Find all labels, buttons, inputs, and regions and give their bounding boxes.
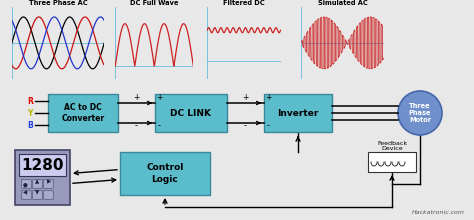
Text: ▲: ▲	[35, 180, 39, 185]
Text: +: +	[265, 93, 271, 102]
FancyBboxPatch shape	[33, 191, 42, 199]
Text: Inverter: Inverter	[277, 108, 319, 117]
Title: Simulated AC: Simulated AC	[318, 0, 367, 6]
Text: +: +	[133, 93, 140, 102]
FancyBboxPatch shape	[22, 180, 31, 188]
Text: Control
Logic: Control Logic	[146, 163, 184, 184]
Text: R: R	[27, 97, 33, 106]
FancyBboxPatch shape	[19, 154, 66, 176]
Text: DC LINK: DC LINK	[171, 108, 211, 117]
Circle shape	[398, 91, 442, 135]
Text: -: -	[266, 121, 270, 130]
Text: Hackatronic.com: Hackatronic.com	[412, 210, 465, 215]
Text: Feedback
Device: Feedback Device	[377, 141, 407, 151]
Title: Three Phase AC: Three Phase AC	[29, 0, 87, 6]
Text: 1280: 1280	[21, 158, 64, 172]
Text: ▶: ▶	[47, 180, 51, 185]
Text: -: -	[157, 121, 161, 130]
FancyBboxPatch shape	[22, 191, 31, 199]
Text: Three
Phase
Motor: Three Phase Motor	[409, 103, 431, 123]
Title: DC Full Wave: DC Full Wave	[130, 0, 179, 6]
Text: Y: Y	[27, 108, 33, 117]
FancyBboxPatch shape	[368, 152, 416, 172]
FancyBboxPatch shape	[48, 94, 118, 132]
Text: AC to DC
Converter: AC to DC Converter	[62, 103, 105, 123]
FancyBboxPatch shape	[15, 150, 70, 205]
Text: B: B	[27, 121, 33, 130]
FancyBboxPatch shape	[120, 152, 210, 195]
FancyBboxPatch shape	[33, 180, 42, 188]
Text: ▼: ▼	[35, 191, 39, 196]
Title: Filtered DC: Filtered DC	[223, 0, 264, 6]
Text: +: +	[156, 93, 162, 102]
FancyBboxPatch shape	[44, 191, 53, 199]
Text: ●: ●	[23, 183, 27, 187]
Text: ◀: ◀	[23, 191, 27, 196]
Text: -: -	[135, 121, 138, 130]
FancyBboxPatch shape	[44, 180, 53, 188]
Text: -: -	[244, 121, 247, 130]
FancyBboxPatch shape	[155, 94, 227, 132]
FancyBboxPatch shape	[264, 94, 332, 132]
Text: +: +	[242, 93, 249, 102]
